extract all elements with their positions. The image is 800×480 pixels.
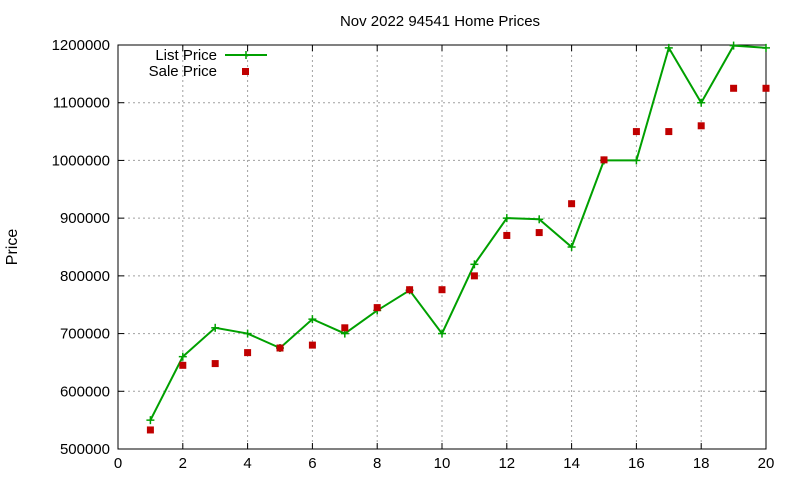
y-tick-label: 1000000 (52, 152, 110, 169)
list-price-point (535, 215, 544, 224)
list-price-point (178, 352, 187, 361)
axis-ticks: 0 2 4 6 8 10 12 14 16 18 20 500000 600000 700000 80000… (52, 37, 775, 472)
sale-price-point (308, 341, 316, 349)
list-price-point (762, 43, 770, 52)
sale-price-point (146, 426, 154, 434)
y-tick-label: 900000 (60, 210, 110, 227)
sale-price-markers (146, 84, 770, 434)
legend: List Price Sale Price (149, 47, 267, 80)
list-price-point (664, 43, 673, 52)
sale-price-point (341, 324, 349, 332)
y-tick-label: 700000 (60, 326, 110, 343)
sale-price-point (373, 304, 381, 312)
list-price-point (308, 315, 317, 324)
list-price-point (632, 156, 641, 165)
x-tick-label: 2 (179, 455, 187, 472)
x-tick-label: 12 (498, 455, 515, 472)
list-price-point (502, 214, 511, 223)
list-price-point (146, 416, 155, 425)
sale-price-point (470, 272, 478, 280)
x-tick-label: 8 (373, 455, 381, 472)
sale-price-point (179, 361, 187, 369)
sale-price-point (730, 84, 738, 92)
list-price-point (729, 41, 738, 50)
sale-price-point (211, 360, 219, 368)
sale-price-point (632, 128, 640, 136)
sale-price-point (697, 122, 705, 130)
legend-marker-list-price (242, 51, 250, 59)
sale-price-point (244, 349, 252, 357)
sale-price-point (503, 231, 511, 239)
x-tick-label: 4 (243, 455, 251, 472)
sale-price-point (535, 229, 543, 237)
y-tick-label: 800000 (60, 268, 110, 285)
list-price-point (697, 98, 706, 107)
legend-label-list-price: List Price (155, 47, 217, 64)
list-price-point (243, 329, 252, 338)
grid-lines (118, 45, 766, 449)
x-tick-label: 0 (114, 455, 122, 472)
chart-title: Nov 2022 94541 Home Prices (340, 13, 540, 30)
x-tick-label: 18 (693, 455, 710, 472)
list-price-markers (146, 41, 770, 425)
x-tick-label: 10 (434, 455, 451, 472)
list-price-line (149, 44, 767, 421)
legend-swatch-sale-price (242, 68, 249, 75)
list-price-point (438, 329, 446, 338)
sale-price-point (438, 286, 446, 294)
x-tick-label: 16 (628, 455, 645, 472)
sale-price-point (762, 84, 770, 92)
legend-label-sale-price: Sale Price (149, 63, 217, 80)
y-axis-label: Price (4, 229, 21, 266)
list-price-point (211, 323, 220, 332)
sale-price-point (276, 344, 284, 352)
y-tick-label: 600000 (60, 383, 110, 400)
x-tick-label: 14 (563, 455, 580, 472)
y-tick-label: 500000 (60, 441, 110, 458)
x-tick-label: 20 (758, 455, 775, 472)
series-layer (146, 41, 770, 434)
y-tick-label: 1100000 (53, 95, 110, 112)
sale-price-point (406, 286, 414, 294)
list-price-point (470, 260, 479, 269)
list-price-point (567, 243, 576, 251)
sale-price-point (665, 128, 673, 136)
sale-price-point (600, 156, 608, 164)
x-tick-label: 6 (308, 455, 316, 472)
y-tick-label: 1200000 (52, 37, 110, 54)
sale-price-point (568, 200, 576, 208)
